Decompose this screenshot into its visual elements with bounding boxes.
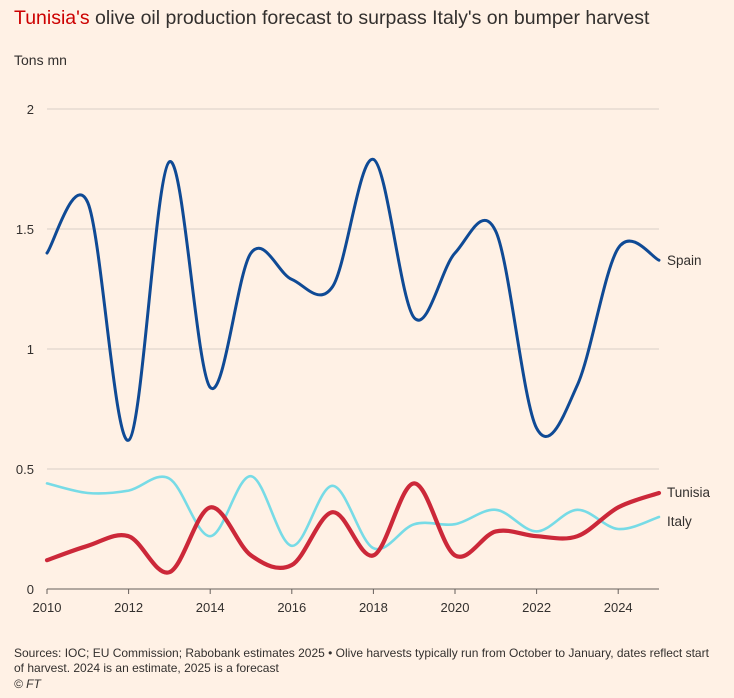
x-tick-label-2022: 2022	[522, 600, 551, 615]
series-label-spain: Spain	[667, 253, 702, 268]
x-tick-label-2020: 2020	[441, 600, 470, 615]
y-axis-unit-label: Tons mn	[14, 52, 67, 68]
x-tick-label-2010: 2010	[33, 600, 62, 615]
y-tick-label-1: 1	[27, 342, 34, 357]
ft-credit: © FT	[14, 677, 41, 691]
x-tick-label-2018: 2018	[359, 600, 388, 615]
series-line-spain	[45, 157, 661, 442]
y-tick-label-0: 0	[27, 582, 34, 597]
source-note: Sources: IOC; EU Commission; Rabobank es…	[14, 646, 709, 675]
title-highlight: Tunisia's	[14, 7, 90, 29]
y-tick-label-1.5: 1.5	[16, 222, 34, 237]
chart-title: Tunisia's olive oil production forecast …	[14, 6, 649, 30]
series-label-tunisia: Tunisia	[667, 485, 711, 500]
line-chart: 0 0.5 1 1.5 2 2010 2012 2014 2016 2018 2020 2022 202…	[16, 102, 711, 615]
y-tick-label-0.5: 0.5	[16, 462, 34, 477]
title-rest: olive oil production forecast to surpass…	[89, 7, 650, 29]
series-line-italy	[45, 474, 661, 551]
x-tick-label-2014: 2014	[196, 600, 225, 615]
x-tick-label-2016: 2016	[277, 600, 306, 615]
x-tick-label-2012: 2012	[114, 600, 143, 615]
series-line-tunisia	[44, 481, 662, 575]
y-tick-label-2: 2	[27, 102, 34, 117]
x-tick-label-2024: 2024	[604, 600, 633, 615]
series-label-italy: Italy	[667, 514, 692, 529]
